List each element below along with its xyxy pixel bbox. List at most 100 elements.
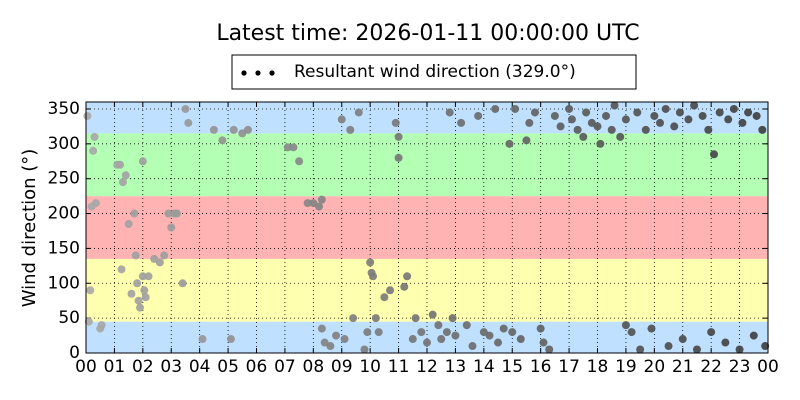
data-point: [97, 321, 106, 330]
data-point: [582, 108, 591, 117]
data-point: [442, 328, 451, 337]
data-point: [494, 338, 503, 347]
data-point: [761, 342, 770, 351]
data-point: [738, 118, 747, 127]
data-point: [593, 122, 602, 131]
data-point: [138, 157, 147, 166]
data-point: [83, 111, 92, 120]
data-point: [317, 324, 326, 333]
data-point: [121, 171, 130, 180]
data-point: [417, 328, 426, 337]
x-tick-label: 14: [473, 357, 495, 377]
x-tick-label: 17: [558, 357, 580, 377]
data-point: [451, 331, 460, 340]
data-point: [511, 104, 520, 113]
data-point: [758, 125, 767, 134]
data-point: [124, 220, 133, 229]
data-point: [138, 272, 147, 281]
data-point: [337, 115, 346, 124]
data-point: [749, 331, 758, 340]
data-point: [391, 118, 400, 127]
data-point: [283, 143, 292, 152]
data-point: [134, 296, 143, 305]
data-point: [354, 108, 363, 117]
x-tick-label: 18: [587, 357, 609, 377]
data-point: [229, 125, 238, 134]
data-point: [127, 289, 136, 298]
data-point: [167, 223, 176, 232]
y-tick-label: 100: [48, 273, 80, 293]
x-tick-label: 02: [132, 357, 154, 377]
data-point: [91, 199, 100, 208]
x-tick-label: 13: [445, 357, 467, 377]
data-point: [565, 104, 574, 113]
data-point: [326, 342, 335, 351]
x-tick-label: 16: [530, 357, 552, 377]
data-point: [692, 345, 701, 354]
data-point: [423, 338, 431, 347]
data-point: [636, 345, 645, 354]
data-point: [349, 314, 358, 323]
data-point: [596, 139, 605, 148]
x-tick-label: 01: [104, 357, 126, 377]
data-point: [621, 115, 630, 124]
data-point: [491, 104, 500, 113]
data-point: [656, 118, 665, 127]
y-axis-label: Wind direction (°): [19, 149, 40, 308]
data-point: [363, 328, 372, 337]
data-point: [295, 157, 304, 166]
data-point: [178, 279, 187, 288]
data-point: [371, 314, 380, 323]
data-point: [90, 132, 99, 141]
data-point: [539, 338, 548, 347]
data-point: [684, 115, 693, 124]
data-point: [550, 111, 559, 120]
data-point: [744, 108, 753, 117]
data-point: [117, 265, 126, 274]
x-tick-label: 07: [274, 357, 296, 377]
data-point: [386, 286, 395, 295]
data-point: [710, 150, 719, 159]
data-point: [184, 118, 193, 127]
data-point: [155, 258, 164, 267]
data-point: [209, 125, 218, 134]
legend-marker: [269, 70, 275, 76]
data-point: [633, 108, 642, 117]
data-point: [380, 293, 389, 302]
data-point: [704, 125, 713, 134]
data-point: [715, 108, 724, 117]
x-tick-label: 12: [416, 357, 438, 377]
data-point: [448, 314, 457, 323]
data-point: [317, 195, 326, 204]
data-point: [729, 104, 738, 113]
data-point: [690, 101, 699, 110]
data-point: [130, 209, 139, 218]
data-point: [621, 321, 630, 330]
data-point: [607, 125, 616, 134]
data-point: [133, 279, 142, 288]
legend: [231, 54, 637, 90]
direction-band: [86, 196, 768, 259]
data-point: [545, 345, 554, 354]
data-point: [374, 328, 383, 337]
x-tick-label: 15: [501, 357, 523, 377]
data-point: [536, 324, 545, 333]
data-point: [650, 111, 659, 120]
data-point: [131, 251, 140, 260]
data-point: [315, 202, 324, 211]
x-tick-label: 23: [729, 357, 751, 377]
data-point: [698, 111, 707, 120]
data-point: [468, 342, 477, 351]
y-tick-label: 250: [48, 169, 80, 189]
x-tick-label: 22: [700, 357, 722, 377]
data-point: [89, 146, 98, 155]
x-tick-label: 00: [75, 357, 97, 377]
y-tick-label: 200: [48, 204, 80, 224]
data-point: [394, 132, 403, 141]
y-tick-label: 350: [48, 99, 80, 119]
x-tick-label: 00: [757, 357, 779, 377]
y-tick-label: 0: [69, 343, 80, 363]
data-point: [721, 338, 730, 347]
data-point: [675, 108, 684, 117]
data-point: [556, 122, 565, 131]
